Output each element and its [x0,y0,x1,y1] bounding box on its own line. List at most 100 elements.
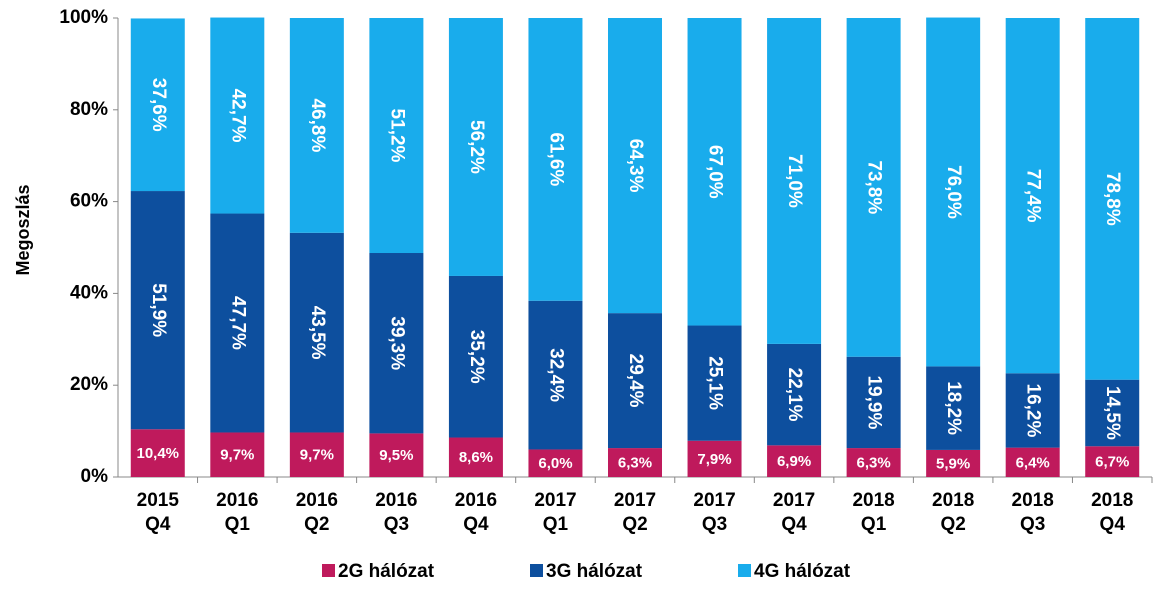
bar-segment [210,432,265,477]
bar-segment [767,445,822,477]
bar-segment [926,366,981,450]
legend-swatch [738,564,751,577]
bar-segment [369,18,424,254]
value-label: 37,6% [148,78,169,132]
y-tick-label: 60% [70,191,108,212]
value-label: 67,0% [705,145,726,199]
value-label: 9,7% [300,447,334,464]
x-tick-label: 2018 Q3 [1012,490,1054,535]
value-label: 6,0% [538,455,572,472]
bar-segment [1085,446,1140,477]
x-tick-label: 2015 Q4 [137,490,180,535]
value-label: 43,5% [307,306,328,360]
bar-segment [210,213,265,433]
bar-segment [1005,447,1060,477]
value-label: 6,4% [1016,454,1050,471]
x-tick-label: 2017 Q1 [534,490,576,535]
value-label: 35,2% [466,330,487,384]
value-label: 6,3% [857,455,891,472]
value-label: 51,2% [386,109,407,163]
value-label: 9,7% [220,447,254,464]
bar-segment [846,356,901,449]
x-tick-label: 2016 Q2 [296,490,338,535]
bar-segment [926,449,981,477]
value-label: 51,9% [148,283,169,337]
bar-segment [1085,18,1140,380]
value-label: 29,4% [625,354,646,408]
x-tick-label: 2018 Q2 [932,490,974,535]
bar-segment [846,448,901,477]
bar-segment [687,18,742,326]
value-label: 18,2% [943,381,964,435]
bar-segment [369,253,424,434]
value-label: 8,6% [459,449,493,466]
bar-segment [130,429,185,477]
value-label: 14,5% [1102,386,1123,440]
bar-segment [608,18,662,314]
legend-label: 4G hálózat [754,561,851,582]
bar-segment [1085,379,1140,447]
legend-label: 3G hálózat [546,561,643,582]
value-label: 32,4% [545,348,566,402]
x-tick-label: 2017 Q3 [693,490,735,535]
x-tick-label: 2016 Q4 [455,490,497,535]
bar-segment [289,232,344,433]
x-tick-label: 2018 Q4 [1091,490,1133,535]
bar-segment [130,191,185,430]
value-label: 6,9% [777,453,811,470]
value-label: 77,4% [1023,169,1044,223]
y-tick-label: 20% [70,374,108,395]
value-label: 9,5% [379,447,413,464]
value-label: 6,3% [618,455,652,472]
x-tick-label: 2017 Q4 [773,490,815,535]
y-tick-label: 40% [70,282,108,303]
value-label: 22,1% [784,368,805,422]
bar-segment [608,313,662,449]
bar-segment [289,432,344,477]
bar-segment [448,275,503,438]
value-label: 46,8% [307,98,328,152]
value-label: 25,1% [705,356,726,410]
value-label: 6,7% [1095,454,1129,471]
bar-segment [289,18,344,233]
value-label: 10,4% [136,445,179,462]
y-tick-label: 80% [70,99,108,120]
bar-segment [528,18,583,301]
value-label: 42,7% [227,89,248,143]
legend-swatch [322,564,335,577]
y-tick-label: 100% [59,7,108,28]
value-label: 61,6% [545,132,566,186]
bar-segment [846,18,901,357]
value-label: 47,7% [227,296,248,350]
value-label: 78,8% [1102,172,1123,226]
value-label: 5,9% [936,455,970,472]
bar-segment [210,17,265,214]
value-label: 73,8% [864,160,885,214]
bar-segment [1005,18,1060,374]
x-tick-label: 2017 Q2 [614,490,656,535]
bar-segment [528,300,583,450]
y-axis-label: Megoszlás [13,184,33,275]
y-tick-label: 0% [81,466,109,487]
value-label: 76,0% [943,165,964,219]
bar-segment [608,448,662,477]
bar-segment [448,437,503,477]
x-tick-label: 2016 Q1 [216,490,258,535]
bar-segment [528,449,583,477]
value-label: 16,2% [1023,384,1044,438]
bar-segment [926,17,981,367]
bar-segment [130,18,185,192]
bar-segment [767,343,822,446]
bar-segment [767,18,822,344]
value-label: 39,3% [386,316,407,370]
value-label: 64,3% [625,139,646,193]
legend-swatch [530,564,543,577]
bar-segment [687,325,742,441]
value-label: 56,2% [466,120,487,174]
x-tick-label: 2018 Q1 [852,490,894,535]
value-label: 7,9% [697,451,731,468]
value-label: 71,0% [784,154,805,208]
value-label: 19,9% [864,375,885,429]
x-tick-label: 2016 Q3 [375,490,417,535]
